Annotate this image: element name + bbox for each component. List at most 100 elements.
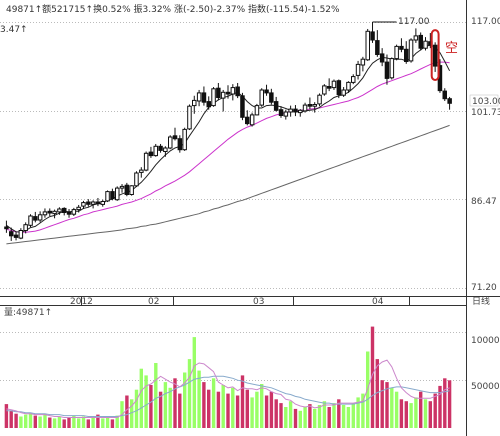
candle-down: [432, 44, 438, 67]
volume-bar: [288, 401, 293, 428]
ma-mid-line: [6, 61, 450, 233]
volume-bar: [447, 380, 452, 428]
candle-down: [379, 53, 385, 63]
header-quote-info: 49871↑额521715↑换0.52% 振3.32% 涨(-2.50)-2.3…: [6, 3, 340, 15]
volume-bar: [375, 359, 379, 428]
candle-up: [37, 214, 43, 221]
volume-bar: [81, 416, 86, 428]
volume-bar: [423, 399, 428, 428]
volume-bar: [101, 418, 105, 428]
candle-up: [288, 108, 293, 113]
candle-down: [110, 191, 115, 200]
volume-bar: [419, 391, 423, 428]
candle-up: [23, 224, 28, 231]
volume-bar: [390, 387, 394, 428]
volume-bar: [380, 380, 384, 428]
candle-up: [408, 39, 414, 62]
candle-down: [384, 61, 390, 79]
volume-bar: [313, 408, 317, 428]
candle-up: [355, 63, 361, 76]
candle-down: [240, 95, 245, 118]
volume-bar: [43, 413, 47, 428]
candle-up: [134, 172, 139, 187]
volume-bar: [274, 399, 278, 428]
volume-bar: [351, 403, 355, 428]
volume-bar: [52, 418, 57, 428]
volume-bar: [260, 384, 264, 428]
candle-down: [399, 45, 404, 50]
volume-bar: [298, 410, 302, 428]
period-tab-daily[interactable]: 日线: [472, 295, 490, 307]
short-signal-label: 空: [445, 41, 458, 56]
volume-bar: [149, 385, 153, 428]
volume-bar: [110, 419, 115, 428]
candle-down: [375, 40, 380, 55]
x-tick-04: 04: [372, 297, 384, 307]
volume-bar: [226, 393, 230, 428]
candle-down: [418, 34, 423, 49]
volume-bar: [86, 419, 90, 428]
candle-up: [42, 211, 48, 216]
volume-bar: [269, 391, 274, 428]
candle-down: [216, 87, 221, 98]
candle-up: [76, 206, 81, 211]
candle-down: [273, 101, 279, 111]
candle-up: [254, 105, 260, 116]
volume-bar: [211, 378, 216, 428]
candle-up: [139, 169, 144, 173]
candle-up: [230, 87, 236, 95]
volume-header: 量:49871↑: [4, 307, 52, 318]
volume-bar: [62, 419, 66, 428]
volume-bar: [385, 382, 389, 428]
candle-down: [447, 98, 452, 104]
candle-down: [124, 184, 130, 195]
volume-bar: [115, 415, 119, 428]
volume-bar: [303, 407, 307, 428]
vol-tick-50000: 50000: [471, 382, 500, 392]
volume-bar: [327, 407, 331, 428]
volume-bar: [57, 416, 62, 428]
candle-up: [394, 45, 399, 60]
candle-up: [360, 58, 366, 66]
volume-ma-long-line: [6, 375, 450, 417]
volume-bar: [125, 395, 129, 428]
candle-down: [4, 226, 9, 230]
candle-up: [196, 92, 202, 102]
candle-up: [90, 201, 96, 205]
candle-up: [163, 147, 168, 152]
volume-bar: [67, 417, 71, 428]
candle-down: [201, 92, 207, 103]
y-tick-117: 117.00: [471, 17, 500, 27]
candle-down: [33, 216, 38, 221]
candle-down: [245, 116, 250, 125]
high-price-label: 117.00: [398, 17, 430, 27]
volume-bar: [341, 405, 346, 428]
volume-bar: [221, 385, 225, 428]
volume-bar: [409, 403, 413, 428]
volume-bar: [197, 370, 201, 428]
volume-bar: [433, 393, 437, 428]
volume-bar: [414, 397, 418, 428]
volume-bar: [144, 375, 148, 428]
volume-bar: [428, 401, 432, 428]
volume-bar: [19, 416, 23, 428]
candle-up: [105, 191, 110, 202]
volume-bar: [72, 415, 76, 428]
volume-bar: [399, 399, 404, 428]
volume-bar: [38, 416, 42, 428]
candle-up: [346, 81, 351, 91]
volume-bar: [187, 359, 192, 428]
volume-bar: [250, 397, 254, 428]
candle-up: [259, 89, 264, 106]
candle-down: [9, 231, 14, 237]
candle-up: [143, 152, 149, 171]
volume-bar: [183, 372, 187, 428]
volume-bar: [163, 382, 168, 428]
candle-up: [192, 99, 197, 107]
candle-down: [235, 86, 240, 97]
candle-down: [307, 104, 313, 107]
candle-up: [312, 104, 317, 107]
volume-bar: [202, 382, 206, 428]
candle-down: [269, 92, 274, 103]
candle-up: [322, 85, 327, 95]
